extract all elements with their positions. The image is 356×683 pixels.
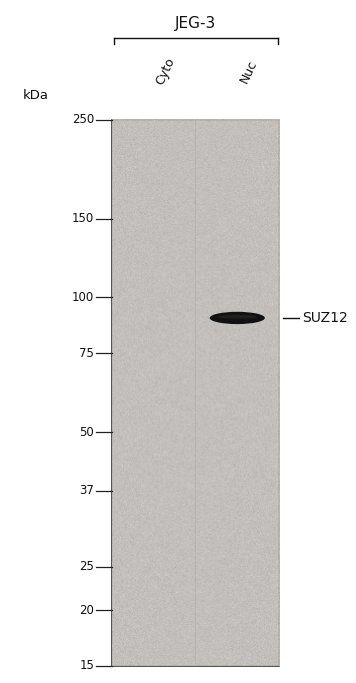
Text: SUZ12: SUZ12 (303, 311, 349, 325)
Text: 37: 37 (79, 484, 94, 497)
Ellipse shape (218, 315, 257, 318)
Text: Cyto: Cyto (154, 56, 178, 87)
Bar (112, 120, 279, 666)
Text: 250: 250 (72, 113, 94, 126)
Ellipse shape (210, 312, 265, 324)
Text: JEG-3: JEG-3 (175, 16, 216, 31)
Text: Nuc: Nuc (237, 58, 259, 85)
Text: kDa: kDa (22, 89, 49, 102)
Text: 100: 100 (72, 291, 94, 304)
Text: 20: 20 (79, 604, 94, 617)
Text: 150: 150 (72, 212, 94, 225)
Text: 50: 50 (80, 426, 94, 438)
Text: 25: 25 (79, 560, 94, 573)
Text: 15: 15 (79, 659, 94, 673)
Text: 75: 75 (79, 347, 94, 360)
